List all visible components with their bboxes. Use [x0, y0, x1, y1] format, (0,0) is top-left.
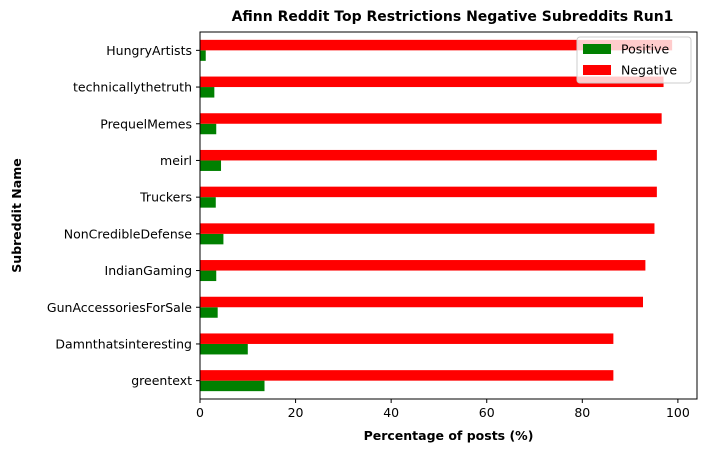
legend: Positive Negative [576, 36, 692, 84]
y-tick-label: technicallythetruth [73, 80, 192, 95]
legend-label-negative: Negative [621, 63, 677, 78]
bar-positive-HungryArtists [200, 50, 206, 61]
legend-swatch-negative [583, 65, 611, 75]
y-tick-label: Damnthatsinteresting [55, 336, 192, 351]
legend-label-positive: Positive [621, 42, 669, 57]
bar-positive-meirl [200, 160, 222, 171]
bar-negative-HungryArtists [200, 39, 673, 51]
axes-group: 0 20 40 60 80 100 greentext Damnthatsinterestin… [47, 31, 698, 420]
y-tick-label: IndianGaming [105, 263, 192, 278]
bar-positive-greentext [200, 380, 265, 392]
bar-positive-Damnthatsinteresting [200, 343, 248, 355]
x-tick-label: 100 [666, 405, 690, 420]
bar-positive-NonCredibleDefense [200, 233, 224, 245]
y-tick-label: PrequelMemes [100, 116, 192, 131]
x-tick-label: 20 [288, 405, 304, 420]
bar-positive-IndianGaming [200, 270, 217, 282]
bar-negative-greentext [200, 370, 614, 381]
bar-negative-technicallythetruth [200, 76, 664, 88]
y-tick-label: HungryArtists [106, 43, 192, 58]
bar-negative-meirl [200, 149, 657, 161]
bar-negative-Damnthatsinteresting [200, 333, 614, 344]
x-tick-label: 0 [196, 405, 204, 420]
bar-negative-IndianGaming [200, 260, 646, 271]
x-axis-label: Percentage of posts (%) [364, 428, 534, 443]
y-tick-label: greentext [131, 373, 192, 388]
x-tick-label: 60 [479, 405, 495, 420]
x-tick-label: 80 [574, 405, 590, 420]
y-tick-label: Truckers [139, 190, 192, 205]
bar-positive-technicallythetruth [200, 87, 215, 98]
bar-negative-PrequelMemes [200, 113, 662, 124]
bar-negative-Truckers [200, 186, 657, 198]
y-tick-label: GunAccessoriesForSale [47, 300, 192, 315]
plot-frame [199, 31, 698, 400]
chart-title: Afinn Reddit Top Restrictions Negative S… [232, 9, 674, 25]
bar-negative-NonCredibleDefense [200, 223, 655, 234]
bars-group [200, 39, 673, 392]
legend-swatch-positive [583, 44, 611, 54]
y-tick-label: NonCredibleDefense [64, 226, 193, 241]
y-axis-label: Subreddit Name [9, 158, 24, 272]
x-tick-label: 40 [383, 405, 399, 420]
bar-positive-GunAccessoriesForSale [200, 307, 218, 318]
y-tick-label: meirl [160, 153, 192, 168]
bar-positive-PrequelMemes [200, 123, 217, 135]
bar-positive-Truckers [200, 197, 216, 208]
bar-negative-GunAccessoriesForSale [200, 296, 643, 308]
